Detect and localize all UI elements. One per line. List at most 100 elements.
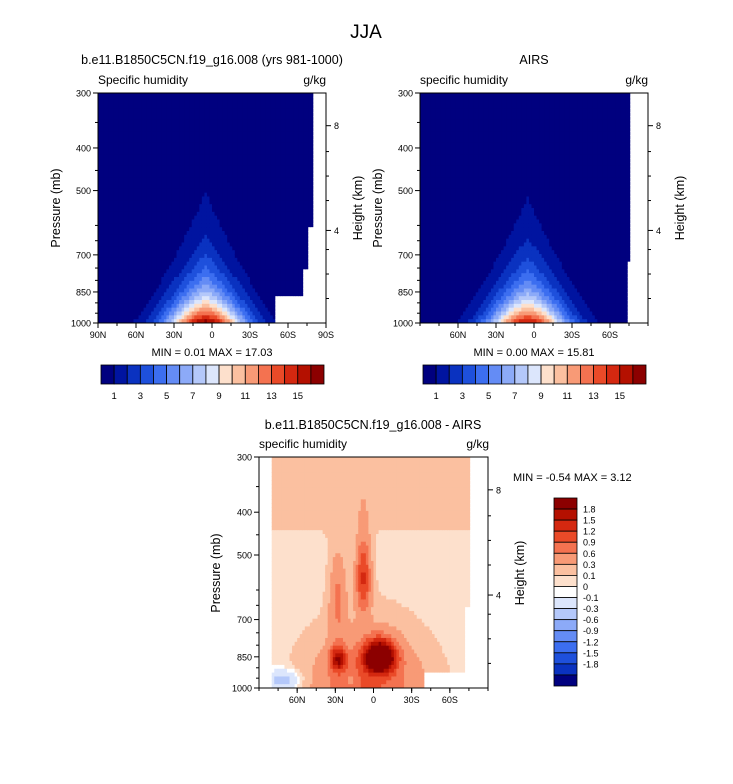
field-cell (293, 219, 297, 224)
field-cell (219, 292, 223, 297)
field-cell (214, 296, 218, 301)
field-cell (158, 296, 162, 301)
field-cell (270, 208, 274, 213)
field-cell (156, 204, 160, 209)
field-cell (108, 116, 112, 121)
field-cell (179, 104, 183, 109)
field-cell (123, 119, 127, 125)
field-cell (300, 146, 304, 152)
field-cell (108, 277, 112, 282)
field-cell (148, 288, 152, 293)
field-cell (267, 319, 271, 323)
field-cell (227, 246, 231, 251)
field-cell (128, 219, 132, 224)
field-cell (277, 246, 281, 251)
field-cell (189, 181, 193, 186)
field-cell (168, 296, 173, 301)
field-cell (148, 123, 152, 129)
field-cell (105, 185, 109, 190)
field-cell (234, 250, 238, 255)
field-cell (143, 250, 147, 255)
field-cell (282, 131, 287, 136)
field-cell (250, 265, 254, 270)
field-cell (222, 169, 226, 175)
field-cell (186, 261, 190, 267)
field-cell (285, 265, 289, 270)
field-cell (247, 158, 251, 163)
field-cell (105, 96, 109, 102)
field-cell (143, 177, 147, 182)
field-cell (242, 116, 246, 121)
field-cell (290, 116, 294, 121)
field-cell (244, 231, 249, 236)
field-cell (153, 280, 157, 286)
field-cell (209, 269, 213, 274)
field-cell (272, 119, 276, 125)
field-cell (118, 311, 122, 316)
field-cell (234, 242, 238, 247)
field-cell (267, 119, 271, 125)
field-cell (174, 227, 178, 232)
field-cell (255, 261, 259, 267)
field-cell (214, 165, 218, 171)
field-cell (280, 116, 284, 121)
field-cell (113, 257, 117, 263)
field-cell (125, 204, 129, 209)
field-cell (158, 250, 162, 255)
field-cell (161, 238, 165, 244)
field-cell (305, 311, 309, 316)
field-cell (239, 292, 243, 297)
field-cell (275, 273, 279, 278)
field-cell (209, 146, 213, 152)
field-cell (303, 300, 307, 305)
field-cell (229, 196, 233, 201)
field-cell (217, 112, 221, 117)
field-cell (130, 146, 135, 152)
field-cell (298, 215, 302, 221)
field-cell (199, 280, 203, 286)
field-cell (163, 315, 167, 320)
field-cell (222, 311, 226, 316)
field-cell (171, 261, 175, 267)
field-cell (282, 238, 287, 244)
field-cell (108, 288, 112, 293)
field-cell (234, 292, 238, 297)
field-cell (186, 196, 190, 201)
field-cell (212, 269, 216, 274)
field-cell (275, 119, 279, 125)
field-cell (229, 319, 233, 323)
field-cell (214, 104, 218, 109)
field-cell (133, 123, 137, 129)
field-cell (206, 112, 211, 117)
field-cell (255, 269, 259, 274)
field-cell (255, 215, 259, 221)
field-cell (214, 108, 218, 113)
field-cell (229, 288, 233, 293)
field-cell (290, 219, 294, 224)
field-cell (277, 261, 281, 267)
field-cell (196, 146, 200, 152)
field-cell (108, 265, 112, 270)
field-cell (234, 257, 238, 263)
field-cell (265, 319, 269, 323)
field-cell (179, 200, 183, 205)
field-cell (217, 119, 221, 125)
field-cell (115, 307, 119, 313)
field-cell (244, 169, 249, 175)
field-cell (171, 116, 175, 121)
field-cell (196, 162, 200, 167)
field-cell (255, 319, 259, 323)
field-cell (118, 192, 122, 198)
field-cell (196, 204, 200, 209)
field-cell (158, 284, 162, 290)
field-cell (305, 300, 309, 305)
field-cell (174, 146, 178, 152)
field-cell (196, 307, 200, 313)
field-cell (224, 292, 228, 297)
field-cell (153, 238, 157, 244)
field-cell (222, 219, 226, 224)
field-cell (212, 261, 216, 267)
field-cell (232, 96, 236, 102)
field-cell (105, 181, 109, 186)
field-cell (217, 181, 221, 186)
